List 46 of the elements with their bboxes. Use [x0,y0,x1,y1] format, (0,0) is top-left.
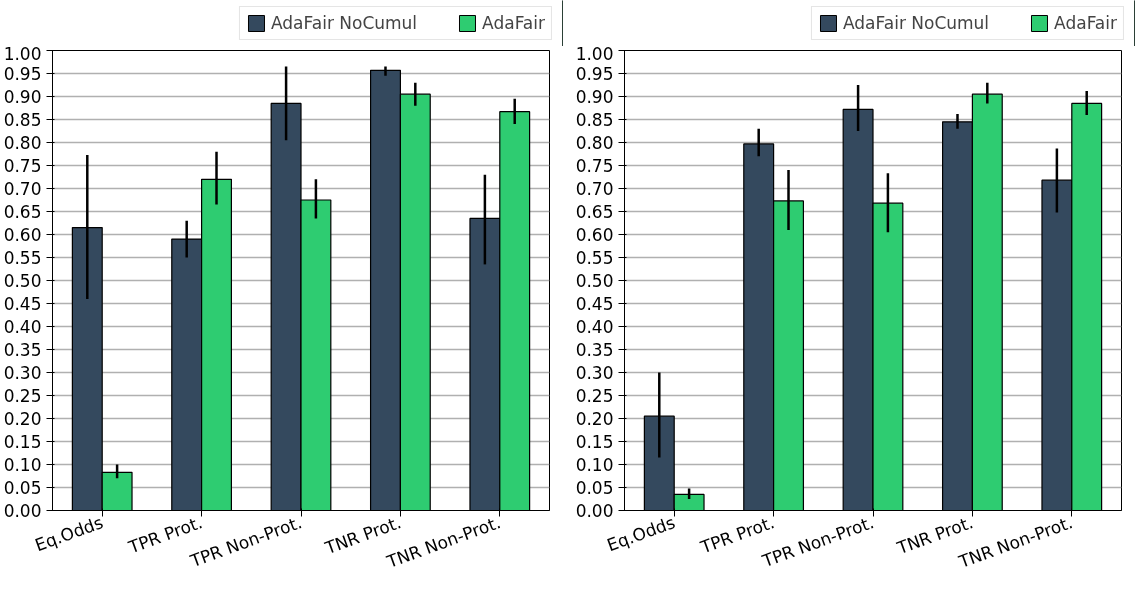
y-tick-label: 0.20 [3,409,42,429]
y-tick-label: 0.10 [3,455,42,475]
y-tick-label: 0.70 [575,179,614,199]
y-tick-label: 0.75 [3,156,42,176]
y-tick-label: 0.15 [3,432,42,452]
y-tick-label: 0.55 [3,248,42,268]
y-tick-label: 0.20 [575,409,614,429]
y-tick-label: 0.90 [575,87,614,107]
y-tick-label: 0.85 [3,110,42,130]
y-tick-label: 0.80 [3,133,42,153]
y-tick-label: 0.25 [3,386,42,406]
y-tick-label: 0.60 [3,225,42,245]
y-tick-label: 0.05 [3,478,42,498]
legend-label: AdaFair NoCumul [270,13,418,33]
y-tick-label: 1.00 [3,43,42,64]
y-tick-label: 0.00 [575,501,614,521]
y-tick-label: 0.90 [3,87,42,107]
y-tick-label: 0.95 [575,64,614,84]
legend-label: AdaFair NoCumul [842,13,990,33]
y-tick-label: 0.40 [575,317,614,337]
y-tick-label: 0.15 [575,432,614,452]
y-tick-label: 0.50 [3,271,42,291]
y-tick-label: 0.70 [3,179,42,199]
y-tick-label: 0.45 [575,294,614,314]
y-tick-label: 0.40 [3,317,42,337]
y-tick-label: 0.10 [575,455,614,475]
y-tick-label: 0.75 [575,156,614,176]
y-tick-label: 0.30 [575,363,614,383]
y-tick-label: 0.65 [575,202,614,222]
y-tick-label: 0.25 [575,386,614,406]
y-tick-label: 0.45 [3,294,42,314]
y-tick-label: 0.05 [575,478,614,498]
legend-label: AdaFair [1054,13,1117,33]
y-tick-label: 0.60 [575,225,614,245]
y-tick-label: 0.35 [3,340,42,360]
y-tick-label: 0.95 [3,64,42,84]
y-tick-label: 0.50 [575,271,614,291]
y-tick-label: 0.30 [3,363,42,383]
y-tick-label: 0.35 [575,340,614,360]
legend-label: AdaFair [482,13,545,33]
y-tick-label: 0.85 [575,110,614,130]
y-tick-label: 0.00 [3,501,42,521]
y-tick-label: 1.00 [575,43,614,64]
y-tick-label: 0.80 [575,133,614,153]
y-tick-label: 0.55 [575,248,614,268]
y-tick-label: 0.65 [3,202,42,222]
